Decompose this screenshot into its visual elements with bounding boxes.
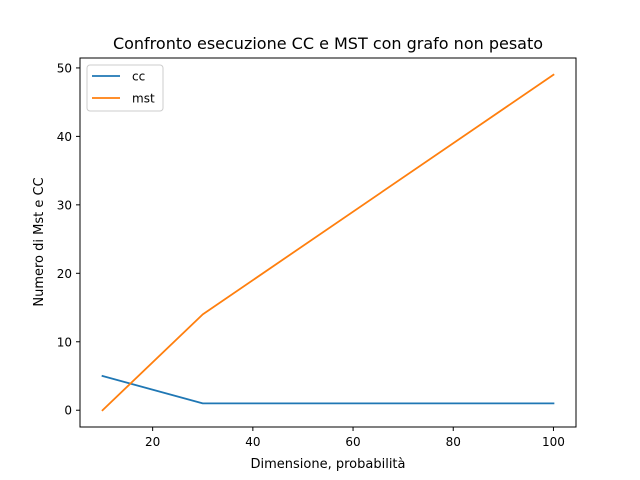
legend-label-mst: mst: [132, 92, 155, 106]
y-tick-label: 0: [64, 404, 72, 418]
series-line-mst: [101, 73, 555, 412]
y-tick-label: 50: [57, 61, 72, 75]
x-tick-label: 20: [145, 435, 160, 449]
y-tick-label: 30: [57, 198, 72, 212]
y-tick-label: 10: [57, 335, 72, 349]
series-line-cc: [101, 374, 555, 405]
y-tick-label: 40: [57, 130, 72, 144]
y-tick-label: 20: [57, 267, 72, 281]
x-axis: 20 40 60 80 100: [145, 427, 565, 449]
plot-area: [101, 73, 555, 412]
x-tick-label: 40: [245, 435, 260, 449]
x-tick-label: 60: [345, 435, 360, 449]
legend-label-cc: cc: [132, 70, 145, 84]
plot-frame: [79, 57, 577, 428]
x-axis-label: Dimensione, probabilità: [251, 457, 406, 472]
y-axis: 0 10 20 30 40 50: [57, 61, 80, 418]
x-tick-label: 80: [446, 435, 461, 449]
legend: cc mst: [86, 64, 164, 112]
chart-title: Confronto esecuzione CC e MST con grafo …: [113, 34, 543, 53]
x-tick-label: 100: [542, 435, 565, 449]
y-axis-label: Numero di Mst e CC: [32, 177, 47, 306]
